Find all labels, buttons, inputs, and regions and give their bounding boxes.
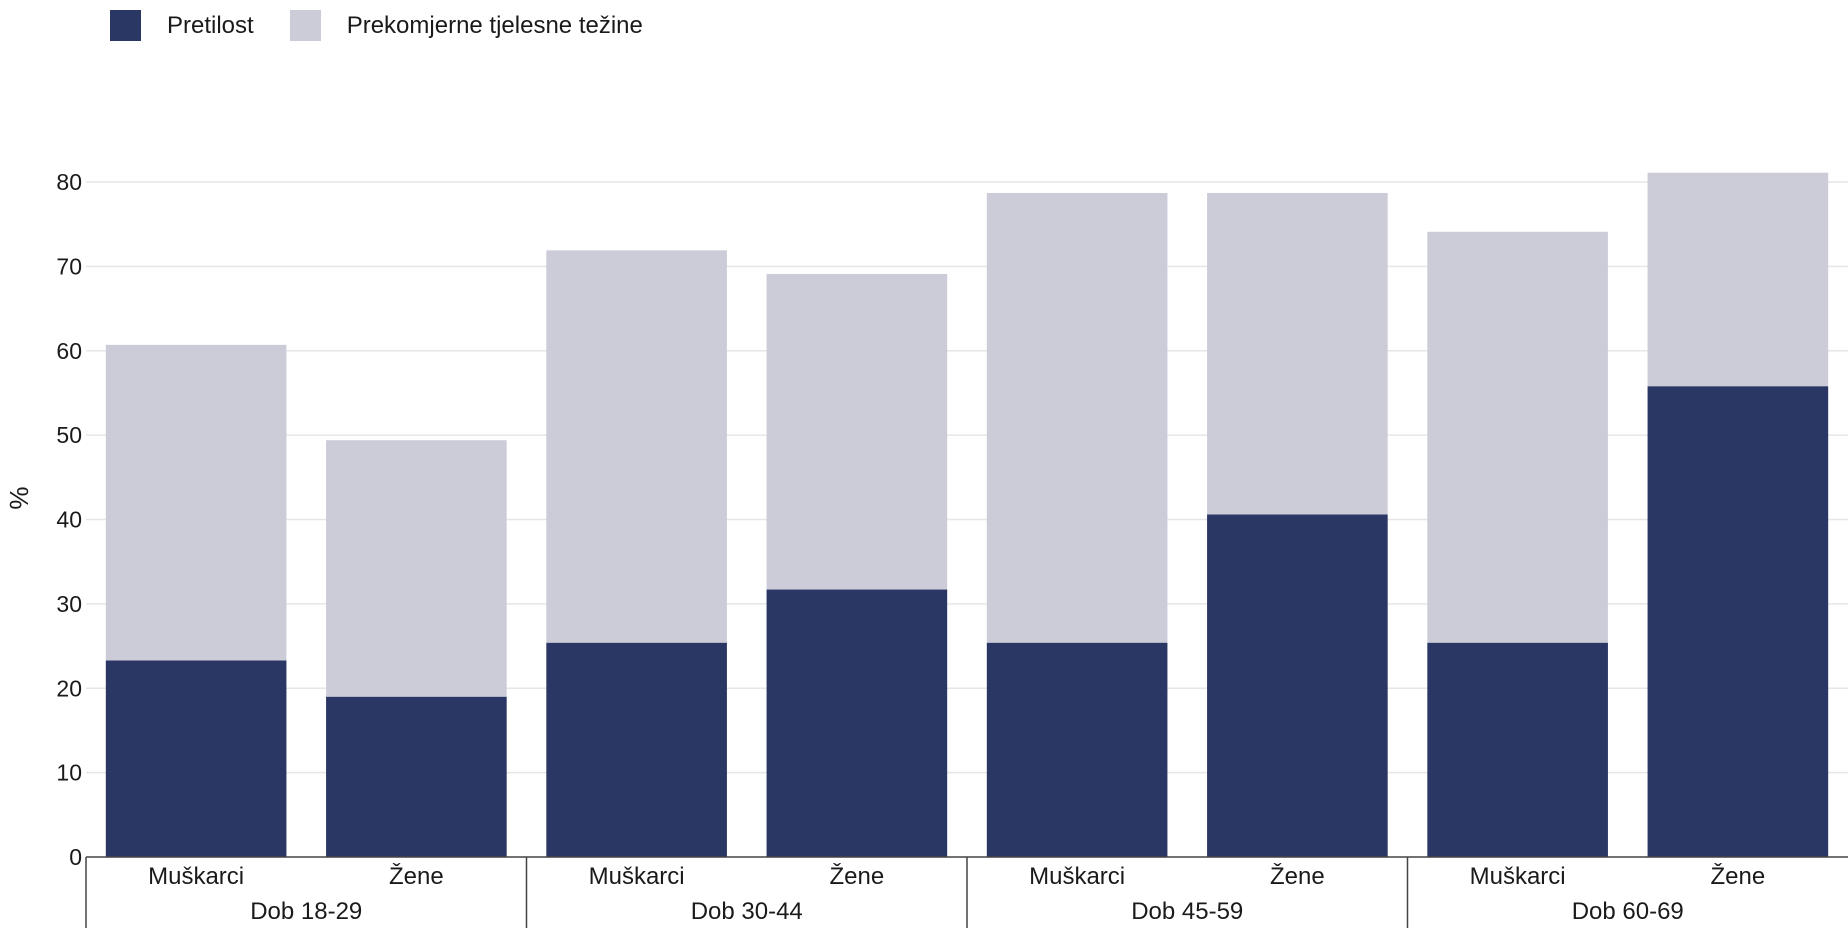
y-tick-label: 30 xyxy=(56,591,82,617)
y-tick-label: 60 xyxy=(56,338,82,364)
bar-prekomjerne[interactable] xyxy=(546,250,727,643)
bar-prekomjerne[interactable] xyxy=(105,344,287,661)
gridlines xyxy=(86,181,1848,774)
y-axis-label: % xyxy=(4,486,34,509)
x-tick-label: Žene xyxy=(830,863,885,890)
bar-prekomjerne[interactable] xyxy=(1207,192,1388,515)
legend-label: Pretilost xyxy=(167,11,254,39)
x-tick-label: Muškarci xyxy=(148,863,244,890)
bar-pretilost[interactable] xyxy=(546,642,727,857)
bar-prekomjerne[interactable] xyxy=(326,440,507,697)
legend-item-prekomjerne[interactable]: Prekomjerne tjelesne težine xyxy=(289,10,643,41)
y-tick-label: 40 xyxy=(56,507,82,533)
y-tick-label: 80 xyxy=(56,169,82,195)
bar-prekomjerne[interactable] xyxy=(1647,172,1829,387)
x-tick-label: Žene xyxy=(389,863,444,890)
legend-swatch-pretilost xyxy=(110,10,141,41)
legend-swatch-prekomjerne xyxy=(289,10,321,41)
bar-prekomjerne[interactable] xyxy=(986,192,1168,643)
bar-prekomjerne[interactable] xyxy=(766,273,948,590)
x-tick-label: Muškarci xyxy=(589,863,685,890)
bar-pretilost[interactable] xyxy=(1207,514,1388,857)
bar-pretilost[interactable] xyxy=(1647,386,1829,857)
bar-pretilost[interactable] xyxy=(105,660,287,857)
legend: Pretilost Prekomjerne tjelesne težine xyxy=(110,10,679,41)
group-label: Dob 30-44 xyxy=(691,898,803,925)
y-tick-label: 10 xyxy=(56,760,82,786)
legend-item-pretilost[interactable]: Pretilost xyxy=(110,10,254,41)
y-tick-label: 50 xyxy=(56,422,82,448)
group-label: Dob 45-59 xyxy=(1131,898,1243,925)
bars xyxy=(105,172,1829,857)
axes: 0 10 20 30 40 50 60 70 80 Muškarci Žene Muškarci Žen… xyxy=(56,169,1848,928)
bar-pretilost[interactable] xyxy=(986,642,1168,857)
x-tick-label: Muškarci xyxy=(1470,863,1566,890)
group-label: Dob 60-69 xyxy=(1572,898,1684,925)
x-tick-label: Žene xyxy=(1711,863,1766,890)
y-tick-label: 70 xyxy=(56,253,82,279)
group-label: Dob 18-29 xyxy=(250,898,362,925)
x-tick-label: Muškarci xyxy=(1029,863,1125,890)
bar-prekomjerne[interactable] xyxy=(1427,231,1608,643)
y-tick-label: 20 xyxy=(56,675,82,701)
legend-label: Prekomjerne tjelesne težine xyxy=(346,11,643,39)
bar-pretilost[interactable] xyxy=(326,696,507,857)
x-tick-label: Žene xyxy=(1270,863,1325,890)
y-tick-label: 0 xyxy=(69,844,82,870)
bar-pretilost[interactable] xyxy=(766,589,948,857)
bar-pretilost[interactable] xyxy=(1427,642,1608,857)
